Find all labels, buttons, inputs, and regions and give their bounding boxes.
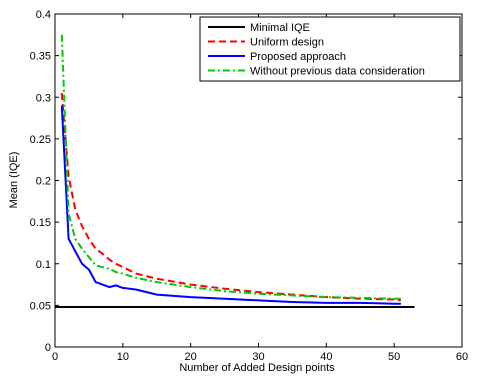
y-tick-label: 0.3 (36, 92, 51, 104)
x-tick-label: 40 (320, 351, 332, 363)
y-axis-title: Mean (IQE) (8, 152, 20, 209)
series-line-proposed-approach (60, 105, 401, 305)
x-axis-title: Number of Added Design points (179, 362, 335, 374)
y-tick-label: 0.05 (30, 300, 51, 312)
legend-entry: Minimal IQE (250, 22, 310, 34)
x-tick-label: 30 (252, 351, 264, 363)
y-tick-label: 0.35 (30, 51, 51, 63)
series-line-without-previous-data-consideration (60, 34, 401, 300)
x-tick-label: 20 (185, 351, 197, 363)
x-tick-label: 10 (117, 351, 129, 363)
y-tick-label: 0.2 (36, 176, 51, 188)
y-tick-label: 0 (45, 342, 51, 354)
series-line-uniform-design (60, 93, 402, 302)
legend: Minimal IQE Uniform design Proposed approa… (199, 16, 461, 82)
x-tick-label: 0 (52, 351, 58, 363)
y-tick-label: 0.15 (30, 217, 51, 229)
x-tick-label: 60 (456, 351, 468, 363)
y-tick-label: 0.4 (36, 9, 51, 21)
y-tick-label: 0.25 (30, 134, 51, 146)
legend-entry: Uniform design (250, 37, 324, 49)
x-tick-label: 50 (388, 351, 400, 363)
legend-entry: Proposed approach (250, 51, 346, 63)
legend-entry: Without previous data consideration (250, 66, 425, 78)
series-lines (55, 34, 415, 308)
y-tick-label: 0.1 (36, 259, 51, 271)
